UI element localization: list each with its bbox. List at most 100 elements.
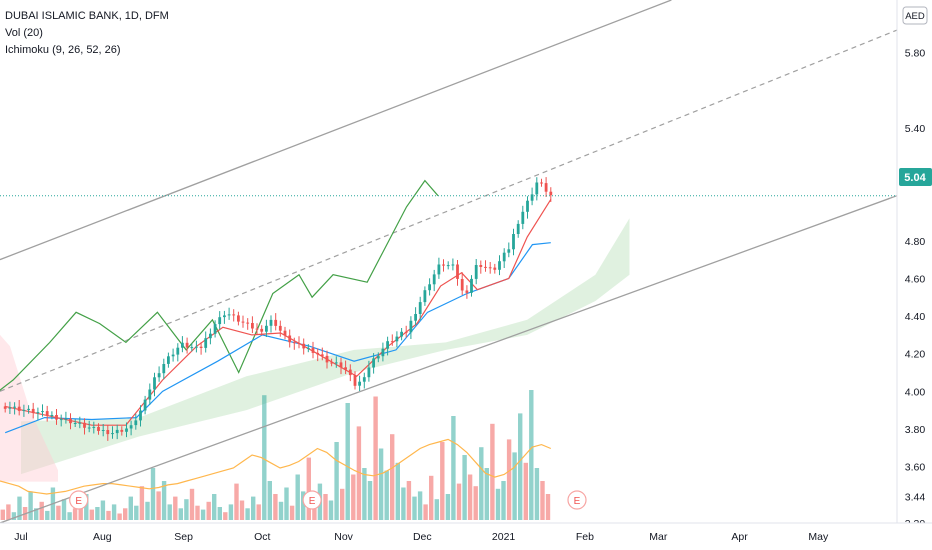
volume-bar bbox=[306, 457, 311, 520]
candle-body bbox=[316, 352, 320, 355]
volume-bar bbox=[78, 503, 83, 520]
time-axis[interactable]: Jul Aug Sep Oct Nov Dec 2021 Feb Mar Apr May bbox=[0, 522, 932, 550]
volume-bar bbox=[45, 510, 50, 520]
volume-bar bbox=[56, 505, 61, 520]
earnings-marker-label: E bbox=[574, 496, 581, 507]
candle-body bbox=[437, 264, 441, 275]
volume-bar bbox=[212, 494, 217, 520]
ichimoku-indicator-label[interactable]: Ichimoku (9, 26, 52, 26) bbox=[5, 44, 121, 56]
volume-bar bbox=[267, 481, 272, 520]
volume-bar bbox=[495, 488, 501, 520]
volume-bar bbox=[84, 494, 89, 520]
earnings-marker-label: E bbox=[309, 496, 316, 507]
candle-body bbox=[265, 325, 268, 332]
earnings-marker bbox=[69, 490, 89, 510]
candle-body bbox=[302, 343, 306, 349]
volume-bar bbox=[429, 475, 434, 520]
candle-body bbox=[395, 336, 399, 342]
volume-bar bbox=[473, 486, 478, 520]
channel-median-line bbox=[0, 29, 898, 392]
time-tick-label: Feb bbox=[576, 531, 594, 543]
trend-channel[interactable] bbox=[0, 0, 898, 524]
candle-body bbox=[22, 409, 26, 411]
candle-body bbox=[330, 362, 333, 364]
price-tick-label: 4.60 bbox=[905, 273, 926, 285]
candle-body bbox=[418, 302, 422, 314]
time-axis-bg bbox=[0, 523, 932, 550]
time-tick-label: 2021 bbox=[492, 531, 516, 543]
volume-bar bbox=[406, 481, 412, 520]
candle-body bbox=[544, 183, 548, 192]
candle-body bbox=[521, 211, 525, 224]
time-tick-label: Sep bbox=[174, 531, 193, 543]
volume-bar bbox=[356, 426, 362, 520]
volume-bar bbox=[178, 508, 183, 520]
volume-bar bbox=[223, 512, 228, 520]
candle-body bbox=[414, 314, 417, 321]
candle-body bbox=[372, 358, 375, 368]
candle-body bbox=[36, 412, 40, 414]
candle-body bbox=[325, 355, 329, 363]
price-tick-label: 4.80 bbox=[905, 236, 926, 248]
candle-body bbox=[41, 411, 44, 413]
volume-bar bbox=[490, 423, 495, 520]
candle-body bbox=[540, 182, 543, 184]
candle-body bbox=[190, 347, 194, 349]
volume-bar bbox=[506, 439, 512, 520]
candles bbox=[0, 177, 897, 441]
time-tick-label: May bbox=[808, 531, 829, 543]
candle-body bbox=[367, 367, 371, 378]
candle-body bbox=[292, 342, 296, 344]
volume-bar bbox=[417, 491, 423, 520]
volume-bar bbox=[384, 470, 389, 520]
volume-indicator-label[interactable]: Vol (20) bbox=[5, 27, 43, 39]
candle-body bbox=[400, 331, 403, 337]
candle-body bbox=[353, 375, 357, 386]
volume-bar bbox=[518, 413, 523, 520]
volume-bar bbox=[28, 491, 33, 520]
candle-body bbox=[148, 389, 152, 400]
candle-body bbox=[106, 430, 110, 435]
candle-body bbox=[185, 342, 189, 348]
volume-bar bbox=[217, 507, 222, 520]
candle-body bbox=[512, 234, 515, 250]
candle-body bbox=[484, 266, 487, 268]
earnings-marker-label: E bbox=[75, 496, 82, 507]
last-price-tag bbox=[899, 168, 932, 186]
volume-bar bbox=[462, 455, 467, 520]
candle-body bbox=[69, 418, 72, 424]
price-axis[interactable]: AED 5.04 5.80 5.40 4.80 4.60 4.40 4.20 4.00 3.8… bbox=[896, 0, 932, 550]
candle-body bbox=[31, 408, 35, 414]
volume-bar bbox=[301, 491, 306, 520]
currency-badge[interactable] bbox=[902, 6, 928, 25]
candle-body bbox=[274, 319, 278, 326]
volume-bar bbox=[61, 499, 67, 520]
candle-body bbox=[241, 321, 245, 323]
candle-body bbox=[139, 410, 142, 421]
volume-bar bbox=[256, 504, 261, 520]
candle-body bbox=[409, 320, 413, 333]
candle-body bbox=[526, 200, 529, 212]
time-tick-label: Mar bbox=[649, 531, 668, 543]
volume-bar bbox=[378, 448, 384, 520]
candle-body bbox=[479, 265, 483, 267]
symbol-title[interactable]: DUBAI ISLAMIC BANK, 1D, DFM bbox=[5, 10, 169, 22]
candle-body bbox=[386, 341, 389, 349]
volume-bar bbox=[529, 390, 534, 520]
candle-body bbox=[134, 420, 138, 426]
candle-body bbox=[465, 290, 469, 293]
candle-body bbox=[251, 323, 254, 329]
price-tick-label: 5.40 bbox=[905, 123, 926, 135]
candle-body bbox=[92, 426, 96, 428]
volume-bar bbox=[278, 501, 284, 520]
candle-body bbox=[451, 264, 455, 266]
cloud-area-bullish bbox=[21, 218, 630, 475]
candle-body bbox=[157, 373, 161, 378]
candle-body bbox=[297, 343, 301, 344]
volume-bar bbox=[117, 513, 122, 520]
candle-body bbox=[111, 433, 114, 435]
volume-bar bbox=[484, 468, 489, 520]
time-tick-label: Dec bbox=[413, 531, 432, 543]
